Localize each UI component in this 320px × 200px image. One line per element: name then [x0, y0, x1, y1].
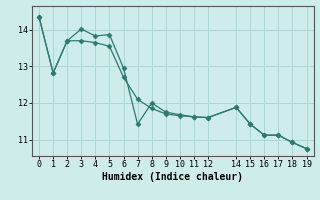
X-axis label: Humidex (Indice chaleur): Humidex (Indice chaleur)	[102, 172, 243, 182]
